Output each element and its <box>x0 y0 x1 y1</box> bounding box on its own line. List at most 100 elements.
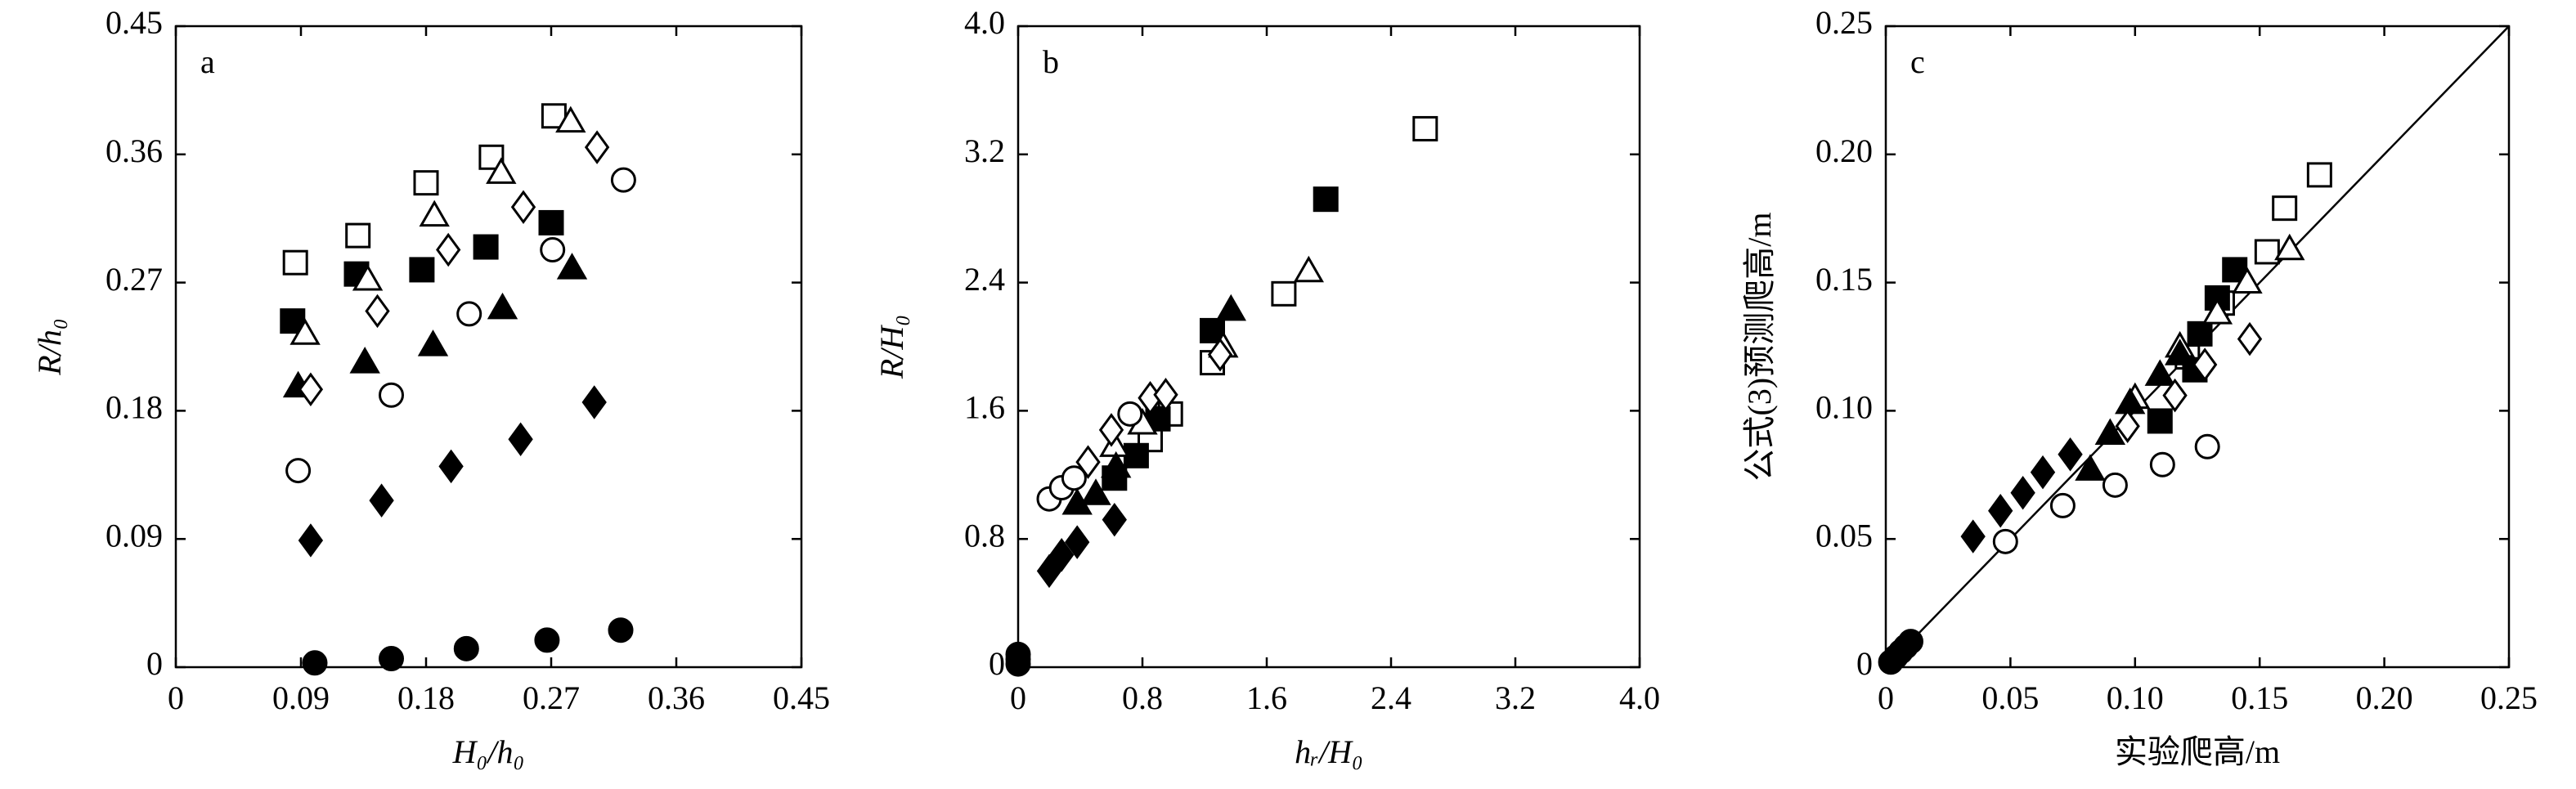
y-tick-label: 0.8 <box>964 517 1005 554</box>
data-point <box>2192 347 2218 382</box>
data-point <box>345 222 371 249</box>
data-point <box>1098 413 1124 447</box>
data-point <box>282 249 308 276</box>
data-point <box>556 253 588 280</box>
y-tick-label: 0.25 <box>1815 4 1873 41</box>
data-point <box>2164 338 2196 365</box>
data-point <box>2010 476 2035 510</box>
x-tick-label: 0.25 <box>2480 679 2538 716</box>
data-point <box>1153 378 1178 412</box>
y-tick-label: 0 <box>1856 645 1873 682</box>
data-point <box>1065 525 1090 559</box>
data-point <box>369 483 394 518</box>
plot-frame <box>1016 25 1641 669</box>
data-point <box>2147 408 2173 434</box>
x-axis-label: hᵣ/H₀ <box>1295 733 1363 770</box>
x-tick-label: 0.45 <box>773 679 830 716</box>
data-point <box>1049 538 1075 572</box>
data-point <box>555 105 586 133</box>
data-point <box>508 422 533 456</box>
data-point <box>2237 321 2263 356</box>
data-point <box>2306 162 2332 188</box>
panel-label: a <box>200 43 215 80</box>
data-point <box>1960 519 1986 554</box>
y-tick-label: 0.09 <box>105 517 163 554</box>
data-point <box>1992 528 2018 554</box>
y-tick-label: 0.20 <box>1815 132 1873 169</box>
x-axis-label: H₀/h₀ <box>452 733 525 770</box>
x-tick-label: 0.10 <box>2107 679 2164 716</box>
data-point <box>379 382 404 408</box>
data-point <box>1036 554 1062 589</box>
data-point <box>453 635 479 661</box>
data-point <box>2075 454 2106 481</box>
x-tick-label: 0 <box>1878 679 1894 716</box>
data-point <box>1897 629 1923 655</box>
data-point <box>540 237 566 263</box>
data-point <box>409 257 435 283</box>
y-tick-label: 1.6 <box>964 389 1005 426</box>
data-point <box>1293 255 1324 283</box>
y-tick-label: 0.36 <box>105 132 163 169</box>
data-point <box>2272 195 2298 222</box>
x-tick-label: 0.18 <box>397 679 455 716</box>
x-tick-label: 0.8 <box>1122 679 1163 716</box>
data-point <box>289 318 321 345</box>
data-point <box>538 209 564 235</box>
y-tick-label: 0 <box>146 645 163 682</box>
data-point <box>302 650 328 676</box>
data-point <box>419 199 450 227</box>
x-tick-label: 0.20 <box>2356 679 2413 716</box>
data-point <box>2274 233 2305 261</box>
data-point <box>1101 451 1132 478</box>
plot-frame <box>1884 25 2511 669</box>
data-point <box>1207 338 1233 372</box>
y-tick-label: 2.4 <box>964 261 1005 298</box>
x-tick-label: 4.0 <box>1619 679 1660 716</box>
y-tick-label: 0.05 <box>1815 517 1873 554</box>
data-point <box>1313 186 1339 213</box>
y-axis-label: 公式(3)预测爬高/m <box>1741 213 1778 482</box>
data-point <box>365 294 390 329</box>
data-point <box>510 190 536 225</box>
data-point <box>438 449 464 484</box>
data-point <box>581 385 607 419</box>
data-point <box>1102 502 1127 537</box>
data-point <box>608 617 634 643</box>
x-tick-label: 0.36 <box>648 679 705 716</box>
data-point <box>2144 359 2175 386</box>
data-point <box>487 292 518 320</box>
data-point <box>1215 294 1246 321</box>
data-point <box>285 458 312 484</box>
data-point <box>436 232 461 267</box>
y-tick-label: 4.0 <box>964 4 1005 41</box>
data-point <box>2194 433 2220 460</box>
x-tick-label: 0.15 <box>2231 679 2288 716</box>
data-point <box>486 157 517 184</box>
data-point <box>2149 451 2175 477</box>
x-tick-label: 0.05 <box>1981 679 2039 716</box>
data-point <box>610 167 636 193</box>
data-point <box>2058 437 2083 472</box>
x-tick-label: 0 <box>168 679 184 716</box>
data-point <box>534 627 560 653</box>
x-tick-label: 2.4 <box>1371 679 1411 716</box>
data-point <box>413 170 439 196</box>
y-tick-label: 0 <box>989 645 1005 682</box>
data-point <box>2201 298 2233 325</box>
data-point <box>2102 472 2128 498</box>
data-point <box>2115 409 2140 443</box>
data-point <box>349 347 380 374</box>
y-axis-label: R/H₀ <box>873 315 910 379</box>
x-tick-label: 0 <box>1010 679 1026 716</box>
data-point <box>2232 267 2263 294</box>
y-tick-label: 0.18 <box>105 389 163 426</box>
data-point <box>1080 478 1111 505</box>
data-point <box>2162 378 2188 413</box>
data-point <box>584 130 610 164</box>
data-point <box>1061 465 1087 491</box>
panel-label: c <box>1910 43 1925 80</box>
plot-frame <box>174 25 803 669</box>
y-axis-label: R/h₀ <box>31 318 68 375</box>
